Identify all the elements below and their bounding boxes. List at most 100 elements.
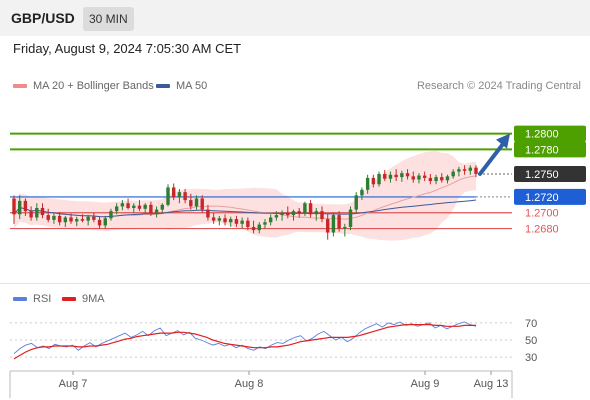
candle-body bbox=[143, 204, 147, 209]
candle-body bbox=[337, 215, 341, 229]
candle-body bbox=[40, 207, 45, 216]
candle-body bbox=[189, 200, 193, 207]
rsi-tick-label: 30 bbox=[525, 352, 537, 364]
candle-body bbox=[303, 203, 307, 214]
candle-body bbox=[286, 212, 290, 216]
current-price-label: 1.2750 bbox=[525, 169, 559, 181]
candle-body bbox=[428, 177, 433, 182]
rsi-swatch bbox=[13, 297, 27, 301]
candle-body bbox=[194, 198, 199, 207]
candle-body bbox=[354, 195, 358, 210]
rsi-ma-swatch bbox=[62, 297, 76, 301]
legend-rsi: RSI bbox=[13, 293, 51, 305]
datetime-label: Friday, August 9, 2024 7:05:30 AM CET bbox=[13, 41, 242, 56]
candle-body bbox=[97, 219, 102, 226]
legend-ma20-label: MA 20 + Bollinger Bands bbox=[33, 80, 154, 92]
candle-body bbox=[137, 205, 142, 209]
ma50-line bbox=[13, 199, 477, 218]
candle-body bbox=[126, 203, 130, 208]
credit-text: Research © 2024 Trading Central bbox=[416, 80, 581, 92]
rsi-tick-label: 70 bbox=[525, 318, 537, 330]
legend-ma50-label: MA 50 bbox=[176, 80, 208, 92]
candle-body bbox=[109, 211, 113, 219]
candle-body bbox=[468, 167, 473, 171]
candle-body bbox=[200, 198, 204, 210]
candle-body bbox=[348, 209, 353, 227]
candle-body bbox=[206, 209, 210, 218]
candle-body bbox=[405, 173, 410, 177]
level-label-support: 1.2720 bbox=[525, 192, 559, 204]
candle-body bbox=[69, 217, 73, 222]
candle-body bbox=[166, 187, 170, 205]
candle-body bbox=[92, 216, 96, 220]
candle-body bbox=[63, 217, 68, 223]
candle-body bbox=[331, 215, 336, 233]
candle-body bbox=[120, 203, 125, 207]
candle-body bbox=[268, 217, 273, 223]
candle-body bbox=[314, 211, 319, 215]
candle-body bbox=[183, 192, 187, 201]
candle-body bbox=[52, 215, 56, 220]
ma50-swatch bbox=[156, 84, 170, 88]
candle-body bbox=[154, 209, 159, 213]
candle-body bbox=[240, 220, 244, 224]
x-tick-label: Aug 7 bbox=[59, 378, 88, 390]
header-bar: GBP/USD 30 MIN bbox=[0, 0, 590, 36]
candle-body bbox=[86, 216, 90, 221]
candle-body bbox=[46, 215, 50, 220]
candle-body bbox=[29, 211, 33, 218]
level-tag-target bbox=[514, 125, 586, 142]
candle-body bbox=[474, 167, 478, 174]
rsi-line bbox=[13, 321, 477, 355]
candle-body bbox=[229, 219, 233, 223]
x-tick-label: Aug 8 bbox=[235, 378, 264, 390]
bollinger-band-area bbox=[14, 150, 476, 241]
candle-body bbox=[417, 175, 421, 180]
candle-body bbox=[411, 176, 415, 180]
level-tag-support bbox=[514, 188, 586, 205]
legend-rsi-ma: 9MA bbox=[62, 293, 105, 305]
x-tick-label: Aug 13 bbox=[474, 378, 509, 390]
timeframe-button[interactable]: 30 MIN bbox=[83, 7, 134, 31]
candle-body bbox=[388, 174, 393, 179]
candle-body bbox=[251, 226, 256, 231]
candle-body bbox=[451, 171, 455, 177]
candle-body bbox=[377, 173, 381, 185]
rsi-tick-label: 50 bbox=[525, 335, 537, 347]
legend-ma20: MA 20 + Bollinger Bands bbox=[13, 80, 154, 92]
candle-body bbox=[149, 204, 153, 213]
candle-body bbox=[325, 219, 330, 233]
candle-body bbox=[394, 174, 398, 178]
candle-body bbox=[132, 205, 136, 208]
candle-body bbox=[383, 173, 387, 179]
x-tick-label: Aug 9 bbox=[411, 378, 440, 390]
candle-body bbox=[103, 218, 107, 226]
current-price-tag bbox=[514, 165, 586, 182]
candle-body bbox=[217, 218, 222, 221]
candle-body bbox=[211, 217, 216, 221]
panel-divider bbox=[0, 283, 590, 284]
forecast-arrow-head bbox=[496, 133, 510, 149]
candle-body bbox=[457, 169, 461, 172]
candle-body bbox=[177, 192, 182, 197]
candle-body bbox=[343, 226, 347, 229]
level-label-target: 1.2780 bbox=[525, 144, 559, 156]
candle-body bbox=[371, 177, 376, 185]
candle-body bbox=[320, 211, 324, 220]
candle-body bbox=[365, 177, 370, 190]
candle-body bbox=[17, 200, 22, 215]
candle-body bbox=[445, 176, 450, 181]
forecast-arrow-shaft bbox=[478, 140, 506, 176]
candle-body bbox=[434, 177, 438, 182]
legend-rsi-label: RSI bbox=[33, 293, 52, 305]
symbol-label: GBP/USD bbox=[11, 10, 75, 26]
candle-body bbox=[440, 177, 444, 181]
candle-body bbox=[160, 204, 165, 210]
candle-body bbox=[114, 206, 119, 212]
ma20-swatch bbox=[13, 84, 27, 88]
candle-body bbox=[234, 219, 239, 224]
candle-body bbox=[35, 207, 39, 218]
candle-body bbox=[308, 203, 313, 215]
candle-body bbox=[274, 215, 279, 218]
